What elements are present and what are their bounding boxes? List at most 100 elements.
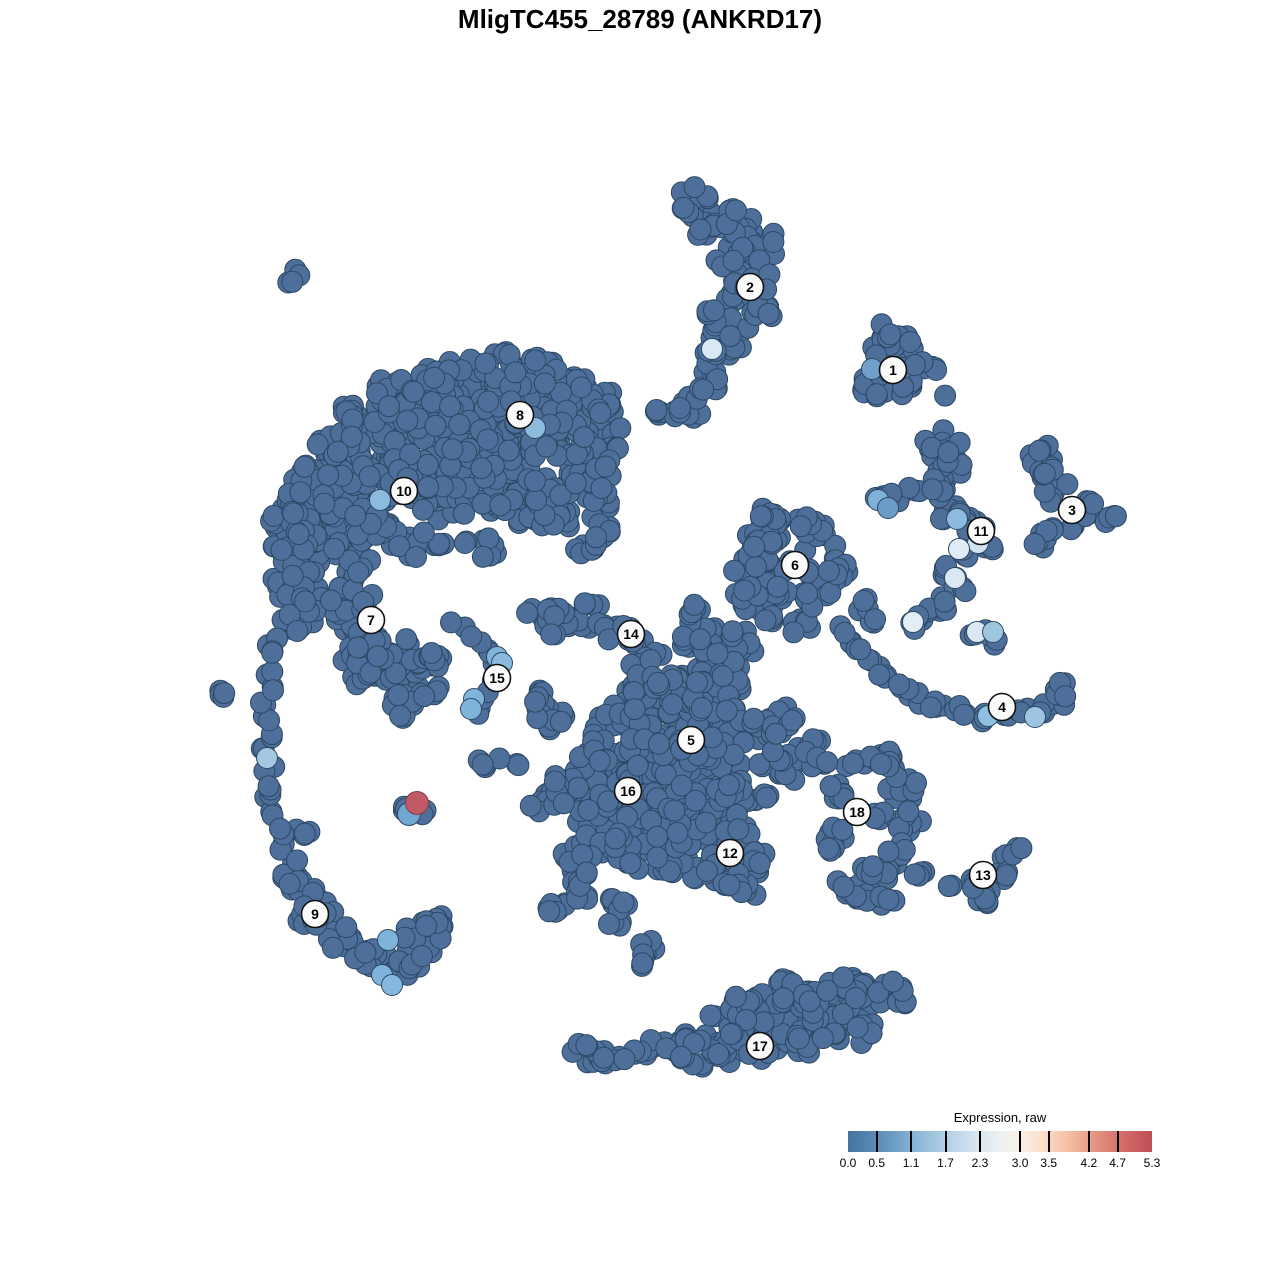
cell-point [410, 945, 433, 967]
cell-point [782, 621, 805, 644]
cell-point [921, 478, 944, 501]
cell-point [646, 846, 669, 869]
cell-point [424, 414, 447, 437]
cluster-label: 15 [482, 663, 512, 693]
cell-point [868, 663, 891, 686]
cell-point [846, 1016, 869, 1039]
cell-point [320, 589, 343, 612]
cluster-label: 16 [613, 776, 643, 806]
cell-point [877, 888, 900, 911]
cell-point [570, 376, 593, 399]
cell-point [626, 754, 649, 777]
cell-point [269, 817, 291, 840]
cell-point [619, 852, 642, 875]
cell-point [609, 417, 632, 440]
cell-point [613, 1048, 636, 1071]
cell-point [772, 987, 795, 1010]
cell-point [471, 753, 494, 776]
cell-point [453, 532, 476, 554]
cell-point [717, 774, 740, 797]
cell-point [715, 699, 738, 722]
cluster-label-circle [735, 272, 765, 302]
cluster-label-circle [878, 355, 908, 385]
cell-point [261, 660, 284, 683]
cell-point [1033, 462, 1056, 485]
cell-point [524, 349, 547, 372]
cell-point [934, 384, 957, 407]
cell-point [389, 704, 412, 727]
cell-point [817, 560, 840, 582]
cluster-label: 4 [987, 692, 1017, 722]
cell-point [718, 874, 741, 896]
cell-point [684, 789, 707, 812]
cell-point [1104, 505, 1127, 528]
legend-tick-label: 3.5 [1040, 1156, 1058, 1170]
cell-point [516, 601, 539, 624]
cluster-label-circle [505, 400, 535, 430]
cluster-label-text: 16 [620, 783, 636, 799]
cell-point [816, 751, 839, 774]
cell-point [281, 270, 304, 293]
cell-point [525, 489, 548, 511]
cell-point-expressing [902, 611, 924, 633]
cell-point [849, 638, 872, 661]
cell-point [683, 176, 706, 199]
cell-point [598, 913, 620, 935]
cell-point [757, 302, 780, 325]
cell-point [689, 218, 712, 241]
cell-point [281, 564, 304, 587]
cell-point-expressing [944, 567, 966, 589]
cell-point [278, 872, 301, 895]
cell-point [441, 438, 464, 461]
cell-point [743, 535, 766, 558]
cell-point [460, 625, 483, 648]
cell-point [572, 426, 595, 449]
cluster-label-text: 10 [396, 483, 412, 499]
cell-point [448, 413, 471, 436]
cell-point [575, 1034, 598, 1057]
cell-point [645, 399, 668, 421]
cell-point [415, 914, 438, 937]
cell-point [670, 774, 693, 797]
cluster-label-circle [968, 860, 998, 890]
cell-point [798, 990, 821, 1013]
cell-point [817, 837, 840, 860]
cell-point [870, 753, 892, 775]
cell-point [897, 800, 920, 823]
cell-point [313, 492, 336, 515]
cell-point-expressing [369, 489, 391, 511]
cell-point [358, 465, 381, 488]
cell-point [282, 502, 305, 525]
cell-point [589, 402, 612, 424]
cell-point [417, 476, 440, 499]
cluster-label-text: 1 [889, 362, 897, 378]
cell-point [543, 605, 566, 628]
cell-point [1023, 533, 1046, 555]
cluster-label-circle [715, 838, 745, 868]
cluster-label-circle [616, 619, 646, 649]
cluster-label: 9 [300, 899, 330, 929]
cell-point [612, 891, 635, 914]
cell-point [816, 979, 839, 1002]
cell-point [470, 457, 493, 480]
cell-point [412, 521, 435, 544]
cell-point [903, 354, 926, 376]
cell-point [811, 1027, 834, 1050]
cell-point [765, 722, 787, 745]
cell-point-expressing [405, 791, 429, 815]
cell-point [695, 811, 717, 834]
cluster-label: 6 [780, 550, 810, 580]
cell-point [722, 249, 745, 272]
cell-point [416, 453, 439, 476]
cell-point [286, 620, 309, 642]
cell-point [588, 749, 611, 772]
cell-point [919, 696, 942, 719]
cluster-label-text: 18 [849, 804, 865, 820]
legend-tick-label: 4.2 [1080, 1156, 1098, 1170]
cell-point [755, 786, 778, 809]
cluster-label-circle [1057, 495, 1087, 525]
cell-point [670, 1045, 693, 1068]
cluster-label: 13 [968, 860, 998, 890]
cell-point-expressing [982, 621, 1004, 643]
cell-point [474, 352, 497, 375]
